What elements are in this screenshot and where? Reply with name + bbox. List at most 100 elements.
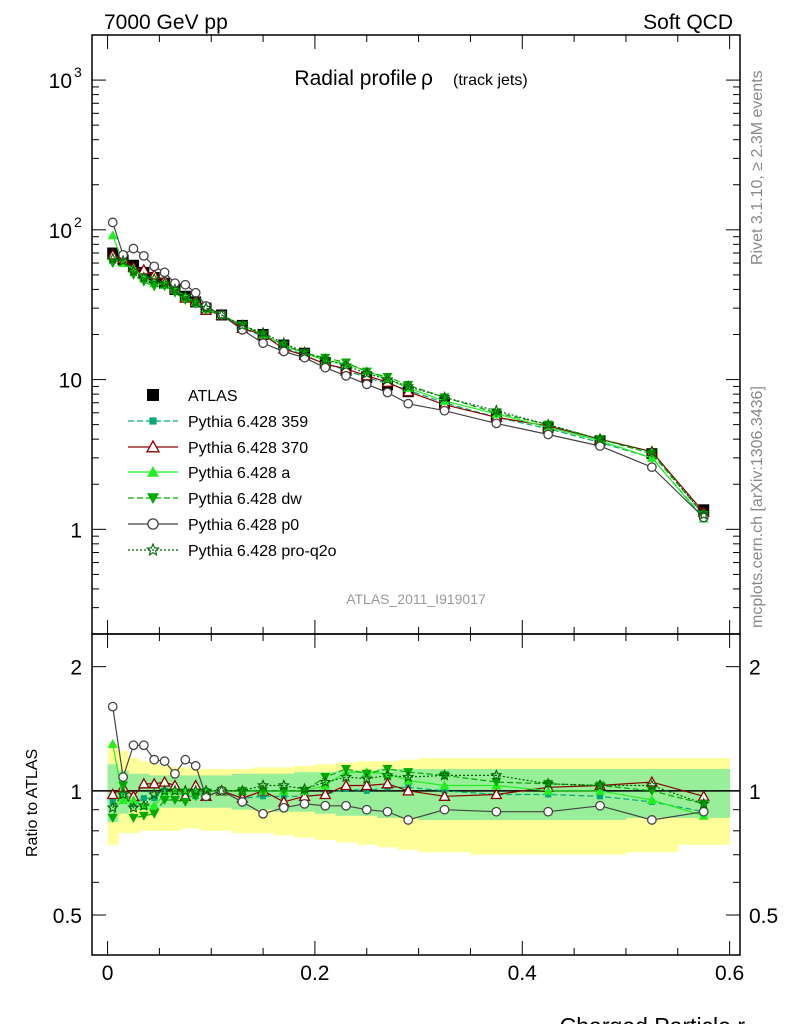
point-pythia-6-428-p0 [159,267,170,278]
point-pythia-6-428-pro-q2o [490,404,503,416]
x-axis-label: Charged Particle r [560,1013,746,1024]
legend-label-pythia-6-428-p0: Pythia 6.428 p0 [188,517,299,534]
y-tick-label: 10 [49,70,72,93]
ratio-point-pythia-6-428-p0 [698,806,709,817]
point-pythia-6-428-p0 [258,338,268,349]
ratio-point-pythia-6-428-370 [381,777,394,789]
chart-title: Radial profile [294,67,417,90]
ratio-y-tick-label: 1 [70,781,82,804]
point-pythia-6-428-pro-q2o [215,308,228,321]
ratio-point-pythia-6-428-pro-q2o [645,779,658,791]
point-pythia-6-428-dw [320,353,331,363]
point-pythia-6-428-pro-q2o [168,282,182,295]
ratio-point-pythia-6-428-p0 [595,800,605,811]
ratio-ylabel: Ratio to ATLAS [24,749,41,857]
ratio-point-pythia-6-428-p0 [107,701,118,712]
point-pythia-6-428-pro-q2o [381,373,394,385]
legend-label-pythia-6-428-359: Pythia 6.428 359 [188,414,308,431]
ratio-line-pythia-6-428-pro-q2o [112,774,704,809]
ratio-point-pythia-6-428-pro-q2o [148,788,161,800]
ratio-point-pythia-6-428-dw [159,796,170,806]
ratio-point-pythia-6-428-p0 [118,772,129,782]
y-tick-label: 10 [49,220,72,243]
point-pythia-6-428-dw [382,373,393,383]
point-pythia-6-428-p0 [320,362,331,373]
legend-marker-pythia-6-428-pro-q2o [145,542,161,557]
y-tick-exponent: 2 [74,214,82,230]
ratio-point-pythia-6-428-a [118,795,129,805]
ratio-inner-band [377,768,399,818]
point-pythia-6-428-p0 [439,405,450,416]
ratio-point-pythia-6-428-370 [402,784,415,796]
ratio-point-pythia-6-428-a [543,785,554,795]
legend-marker-pythia-6-428-a [147,466,159,477]
ratio-frame [91,633,741,956]
point-pythia-6-428-pro-q2o [277,336,290,349]
ratio-point-pythia-6-428-p0 [237,797,248,807]
ratio-point-pythia-6-428-pro-q2o [199,784,213,797]
x-tick-label: 0.4 [508,962,538,985]
point-pythia-6-428-pro-q2o [106,252,119,265]
legend-label-pythia-6-428-370: Pythia 6.428 370 [188,440,308,457]
ratio-point-pythia-6-428-p0 [190,760,201,771]
legend-marker-pythia-6-428-dw [147,493,159,504]
ratio-inner-band [138,773,150,810]
point-pythia-6-428-pro-q2o [148,272,161,285]
point-pythia-6-428-p0 [543,429,554,440]
chart-title-symbol: ρ [421,67,433,90]
legend: ATLAS Pythia 6.428 359 Pythia 6.428 370 Pyt… [128,388,337,560]
ratio-point-pythia-6-428-pro-q2o [339,770,353,783]
ratio-point-pythia-6-428-a [149,800,160,810]
point-pythia-6-428-pro-q2o [116,254,130,267]
point-pythia-6-428-dw [341,358,352,368]
point-pythia-6-428-pro-q2o [593,432,607,445]
ratio-point-pythia-6-428-pro-q2o [298,782,311,795]
point-pythia-6-428-a [107,230,118,240]
point-pythia-6-428-pro-q2o [189,295,202,308]
process-label: Soft QCD [643,11,733,34]
ratio-point-pythia-6-428-370 [148,777,161,789]
ratio-point-pythia-6-428-dw [118,781,129,791]
ratio-point-pythia-6-428-p0 [138,740,149,751]
ratio-point-pythia-6-428-p0 [258,808,268,819]
ratio-point-pythia-6-428-p0 [382,806,393,817]
ratio-point-pythia-6-428-p0 [159,756,170,767]
ratio-point-pythia-6-428-a [646,795,657,805]
point-pythia-6-428-pro-q2o [158,276,171,289]
point-pythia-6-428-pro-q2o [199,301,213,314]
x-tick-label: 0.2 [300,962,329,985]
ratio-y-tick-label-right: 2 [749,657,761,680]
ratio-point-pythia-6-428-a [128,795,139,805]
ratio-point-pythia-6-428-p0 [149,754,160,765]
point-pythia-6-428-pro-q2o [697,508,710,521]
ratio-point-pythia-6-428-pro-q2o [438,768,451,781]
ratio-point-pythia-6-428-dw [169,796,180,806]
point-pythia-6-428-pro-q2o [236,318,249,331]
point-pythia-6-428-pro-q2o [360,366,373,379]
analysis-watermark: ATLAS_2011_I919017 [346,591,486,607]
point-pythia-6-428-p0 [361,379,372,390]
legend-marker-pythia-6-428-p0 [147,518,159,530]
ratio-point-pythia-6-428-dw [180,797,191,807]
ratio-point-pythia-6-428-pro-q2o [277,779,290,791]
legend-label-atlas: ATLAS [188,388,238,405]
ratio-point-pythia-6-428-p0 [361,804,372,815]
ratio-point-pythia-6-428-pro-q2o [319,775,332,788]
ratio-y-tick-label: 0.5 [53,905,82,928]
ratio-point-pythia-6-428-dw [491,778,502,788]
ratio-point-pythia-6-428-dw [149,809,160,819]
source-label: mcplots.cern.ch [arXiv:1306.3436] [749,386,766,628]
ratio-point-pythia-6-428-pro-q2o [402,770,415,783]
ratio-y-tick-label-right: 0.5 [749,905,778,928]
ratio-point-pythia-6-428-370 [490,788,503,800]
rivet-label: Rivet 3.1.10, ≥ 2.3M events [749,70,766,265]
ratio-point-pythia-6-428-370 [360,779,373,791]
ratio-point-pythia-6-428-dw [128,813,139,823]
ratio-point-pythia-6-428-a [107,738,118,748]
ratio-point-pythia-6-428-p0 [439,804,450,815]
ratio-point-pythia-6-428-dw [107,813,118,823]
point-pythia-6-428-pro-q2o [402,379,415,392]
ratio-point-pythia-6-428-p0 [128,740,139,751]
point-pythia-6-428-p0 [278,346,289,357]
